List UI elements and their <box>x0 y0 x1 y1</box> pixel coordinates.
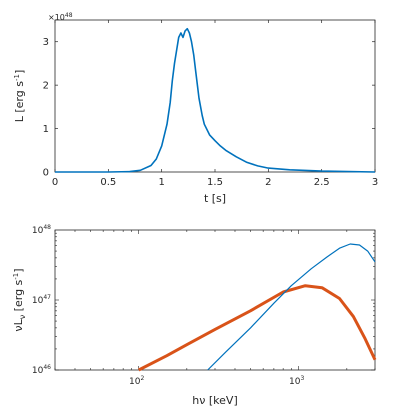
top-y-tick-label: 3 <box>43 37 49 48</box>
top-x-tick-label: 2.5 <box>314 177 330 188</box>
bottom-series-line-1 <box>138 284 377 372</box>
top-x-tick-label: 2 <box>265 177 271 188</box>
top-series <box>55 27 376 173</box>
top-x-axis-label: t [s] <box>204 192 226 205</box>
bottom-x-axis-label: hν [keV] <box>192 394 237 407</box>
top-x-tick-label: 0 <box>52 177 58 188</box>
bottom-series-line-2 <box>207 243 376 371</box>
top-y-axis-label: L [erg s-1] <box>13 70 26 123</box>
top-x-tick-label: 3 <box>372 177 378 188</box>
bottom-series <box>138 243 377 372</box>
top-x-tick-label: 1 <box>158 177 164 188</box>
bottom-x-tick-label: 102 <box>129 375 144 387</box>
top-y-tick-label: 1 <box>43 124 49 135</box>
bottom-x-tick-label: 103 <box>289 375 304 387</box>
top-ticks: 0 0.5 1 1.5 2 2.5 3 0 1 2 3 <box>43 20 378 188</box>
top-y-multiplier: ×1048 <box>48 12 73 22</box>
bottom-y-axis-label: νLν [erg s-1] <box>12 268 27 331</box>
top-series-line <box>55 27 376 173</box>
bottom-y-tick-label: 1048 <box>32 224 51 236</box>
top-x-tick-label: 1.5 <box>207 177 223 188</box>
top-y-tick-label: 2 <box>43 81 49 92</box>
bottom-y-tick-label: 1047 <box>32 294 51 306</box>
bottom-y-tick-label: 1046 <box>32 364 51 376</box>
top-y-tick-label: 0 <box>43 168 49 179</box>
bottom-ticks: 102 103 1046 1047 1048 <box>32 224 376 387</box>
bottom-plot-area <box>54 229 376 371</box>
bottom-chart: 102 103 1046 1047 1048 hν [keV] νLν [erg s-1… <box>12 224 377 407</box>
top-chart: 0 0.5 1 1.5 2 2.5 3 0 1 2 3 ×1048 t [s] L [erg s-1… <box>13 12 378 205</box>
top-x-tick-label: 0.5 <box>100 177 116 188</box>
top-plot-area <box>54 19 376 173</box>
